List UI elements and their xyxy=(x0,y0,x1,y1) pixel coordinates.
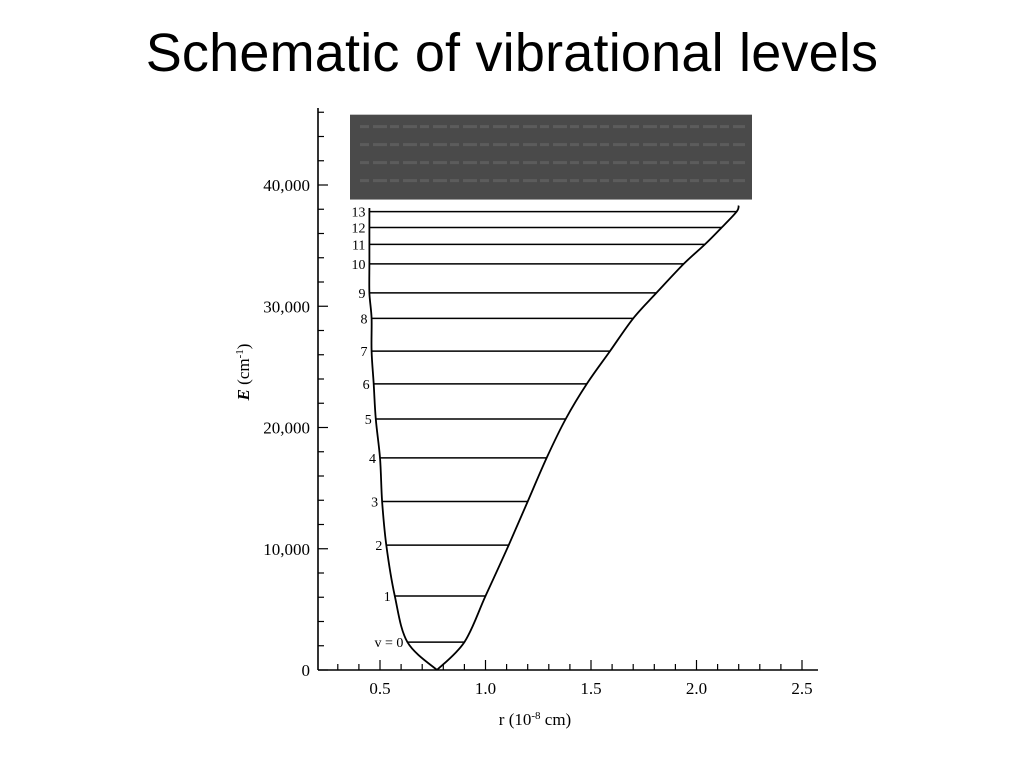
vibrational-level-label: 12 xyxy=(351,221,365,236)
x-axis-title: r (10-8 cm) xyxy=(499,710,571,729)
continuum-band xyxy=(350,114,752,200)
vibrational-level-label: 6 xyxy=(363,378,370,393)
vibrational-level-label: 13 xyxy=(351,206,365,221)
y-axis-title-symbol: E xyxy=(234,389,253,401)
x-axis-title-exponent: -8 xyxy=(531,710,541,722)
vibrational-level-label: 8 xyxy=(361,312,368,327)
vibrational-level-label: 9 xyxy=(358,287,365,302)
y-axis-title-exponent: -1 xyxy=(234,349,246,358)
axis-labels-layer: 0 10,000 20,000 30,000 40,000 0.5 1.0 1.5 2.0 2.5… xyxy=(234,176,813,729)
x-axis-title-unit: cm) xyxy=(541,710,572,729)
y-tick-label: 10,000 xyxy=(263,540,310,559)
y-tick-label: 40,000 xyxy=(263,176,310,195)
vibrational-level-label: v = 0 xyxy=(375,636,404,651)
x-tick-label: 1.0 xyxy=(475,679,496,698)
potential-curve-layer xyxy=(368,205,740,671)
vibrational-level-label: 5 xyxy=(365,413,372,428)
slide-title: Schematic of vibrational levels xyxy=(145,23,879,83)
vibrational-level-label: 3 xyxy=(371,495,378,510)
y-axis-title-close: ) xyxy=(234,344,253,350)
y-tick-label: 0 xyxy=(302,661,311,680)
vibrational-level-label: 4 xyxy=(369,452,376,467)
axes-layer xyxy=(317,108,818,671)
vibrational-level-label: 10 xyxy=(351,258,365,273)
vibrational-level-label: 1 xyxy=(384,590,391,605)
y-axis-title: E (cm-1) xyxy=(234,344,253,402)
x-tick-label: 2.5 xyxy=(791,679,812,698)
vibrational-level-label: 11 xyxy=(352,238,365,253)
vibrational-level-label: 2 xyxy=(375,539,382,554)
y-tick-label: 30,000 xyxy=(263,297,310,316)
x-tick-label: 2.0 xyxy=(686,679,707,698)
continuum-band-layer xyxy=(350,114,752,200)
y-tick-label: 20,000 xyxy=(263,419,310,438)
y-axis-title-unit: (cm xyxy=(234,358,253,389)
vibrational-level-label: 7 xyxy=(361,345,368,360)
x-tick-label: 0.5 xyxy=(369,679,390,698)
x-tick-label: 1.5 xyxy=(580,679,601,698)
potential-curve-left-wall xyxy=(368,208,438,671)
x-axis-title-main: r (10 xyxy=(499,710,532,729)
potential-curve-right-wall xyxy=(436,205,740,671)
